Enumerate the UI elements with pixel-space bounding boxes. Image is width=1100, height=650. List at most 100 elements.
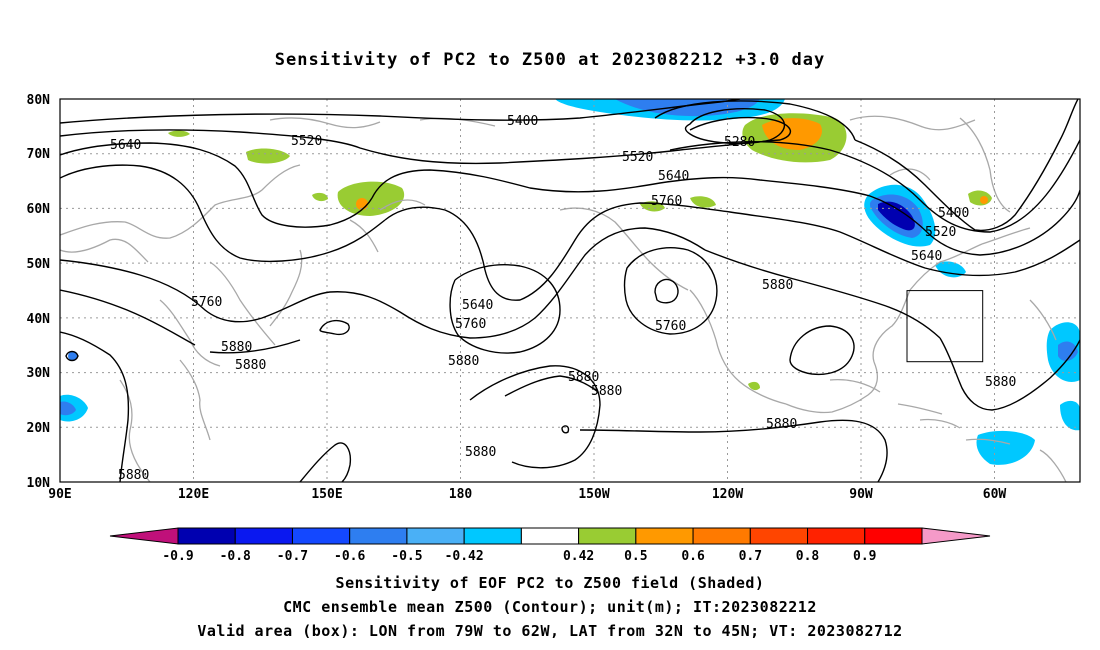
lon-label: 120E bbox=[178, 487, 209, 502]
colorbar-label: 0.7 bbox=[739, 549, 762, 564]
caption-line-3: Valid area (box): LON from 79W to 62W, L… bbox=[197, 622, 903, 640]
contour-label: 5760 bbox=[455, 317, 486, 332]
contour-5520-ring bbox=[669, 139, 1080, 233]
lat-label: 50N bbox=[27, 257, 51, 272]
colorbar-label: 0.6 bbox=[681, 549, 705, 564]
lat-label: 80N bbox=[27, 93, 51, 108]
contour-5400-low bbox=[654, 100, 856, 141]
contour-5880-gulf bbox=[579, 419, 888, 482]
contour-5280 bbox=[684, 108, 786, 145]
sensitivity-shading bbox=[60, 99, 1080, 465]
contour-5880-high bbox=[449, 264, 561, 354]
contour-5640-main bbox=[371, 169, 1080, 256]
z500-contours bbox=[60, 99, 1080, 482]
contour-5880-west bbox=[60, 227, 706, 339]
contour-label: 5640 bbox=[658, 169, 689, 184]
contour-5880-south bbox=[60, 289, 301, 354]
contour-label: 5880 bbox=[221, 340, 252, 355]
contour-5520-east bbox=[854, 99, 1079, 232]
contour-5880-sw2 bbox=[299, 442, 352, 482]
colorbar-label: -0.7 bbox=[277, 549, 308, 564]
shade-positive-alaska bbox=[640, 196, 716, 212]
contour-label: 5400 bbox=[938, 206, 969, 221]
lat-label: 20N bbox=[27, 421, 51, 436]
lon-label: 150E bbox=[311, 487, 342, 502]
contour-label: 5880 bbox=[985, 375, 1016, 390]
colorbar-label: -0.5 bbox=[391, 549, 422, 564]
colorbar-label: 0.9 bbox=[853, 549, 876, 564]
contour-label: 5880 bbox=[591, 384, 622, 399]
colorbar-swatch bbox=[864, 527, 923, 545]
shade-negative-eastatl1-core bbox=[1058, 341, 1078, 361]
contour-5880-sm1 bbox=[65, 350, 79, 362]
colorbar-label: 0.5 bbox=[624, 549, 647, 564]
contour-label: 5880 bbox=[465, 445, 496, 460]
contour-5760-north bbox=[60, 164, 386, 263]
colorbar-swatch bbox=[177, 527, 236, 545]
lat-label: 60N bbox=[27, 202, 51, 217]
colorbar-swatch bbox=[349, 527, 408, 545]
colorbar-swatch bbox=[635, 527, 694, 545]
contour-5880-south-pac bbox=[504, 375, 599, 397]
lon-label: 60W bbox=[983, 487, 1007, 502]
shade-positive-small1 bbox=[168, 130, 190, 137]
longitude-axis: 90E 120E 150E 180 150W 120W 90W 60W bbox=[48, 487, 1006, 502]
contour-label: 5520 bbox=[291, 134, 322, 149]
contour-5880-pacific-loop bbox=[319, 319, 350, 336]
graticule bbox=[60, 99, 1080, 482]
contour-label: 5520 bbox=[622, 150, 653, 165]
lat-label: 30N bbox=[27, 366, 51, 381]
contour-5880-midatl bbox=[789, 325, 855, 376]
colorbar-swatch bbox=[463, 527, 522, 545]
lon-label: 120W bbox=[712, 487, 743, 502]
contour-5400 bbox=[60, 99, 741, 124]
colorbar-swatch bbox=[406, 527, 465, 545]
colorbar: -0.9 -0.8 -0.7 -0.6 -0.5 -0.42 0.42 0.5 0.6 0.7 0.… bbox=[109, 527, 991, 564]
shade-positive-kamchatka bbox=[246, 148, 290, 164]
colorbar-swatch bbox=[291, 527, 351, 545]
contour-label: 5880 bbox=[235, 358, 266, 373]
map-title: Sensitivity of PC2 to Z500 at 2023082212… bbox=[274, 50, 826, 70]
contour-label: 5760 bbox=[191, 295, 222, 310]
lon-label: 90E bbox=[48, 487, 71, 502]
lat-label: 10N bbox=[27, 476, 51, 491]
contour-5880-sw bbox=[60, 331, 130, 482]
contour-5640-north bbox=[60, 142, 373, 228]
caption-line-1: Sensitivity of EOF PC2 to Z500 field (Sh… bbox=[335, 574, 765, 592]
contour-label: 5880 bbox=[762, 278, 793, 293]
colorbar-label: -0.42 bbox=[445, 549, 484, 564]
colorbar-swatch bbox=[807, 527, 866, 545]
contour-5640-high bbox=[654, 278, 679, 304]
shade-positive-mexico bbox=[748, 381, 760, 391]
colorbar-arrow-low bbox=[109, 527, 179, 545]
contour-label: 5640 bbox=[911, 249, 942, 264]
colorbar-label: -0.9 bbox=[162, 549, 193, 564]
shade-negative-indian1-core bbox=[60, 401, 76, 416]
contour-label: 5880 bbox=[766, 417, 797, 432]
contour-label: 5280 bbox=[724, 135, 755, 150]
lon-label: 90W bbox=[849, 487, 873, 502]
caption-line-2: CMC ensemble mean Z500 (Contour); unit(m… bbox=[283, 598, 817, 616]
colorbar-swatch bbox=[692, 527, 751, 545]
colorbar-label: 0.42 bbox=[563, 549, 594, 564]
colorbar-swatch bbox=[578, 527, 637, 545]
contour-labels: 5400 5520 5640 5520 5280 5640 5760 5400 … bbox=[110, 114, 1016, 483]
colorbar-swatch bbox=[520, 527, 580, 545]
contour-5880-sm2 bbox=[561, 425, 570, 434]
contour-label: 5880 bbox=[118, 468, 149, 483]
colorbar-label: 0.8 bbox=[796, 549, 820, 564]
shade-negative-eastatl2 bbox=[1060, 400, 1080, 431]
colorbar-arrow-high bbox=[921, 527, 991, 545]
contour-5880-atl-east bbox=[939, 337, 1080, 411]
contour-label: 5640 bbox=[110, 138, 141, 153]
map-frame bbox=[59, 98, 1081, 483]
colorbar-label: -0.6 bbox=[334, 549, 365, 564]
shade-negative-caribbean bbox=[976, 430, 1035, 465]
latitude-axis: 80N 70N 60N 50N 40N 30N 20N 10N bbox=[27, 93, 51, 491]
contour-label: 5400 bbox=[507, 114, 538, 129]
colorbar-swatch bbox=[234, 527, 293, 545]
valid-area-box bbox=[906, 290, 984, 363]
lon-label: 180 bbox=[449, 487, 473, 502]
contour-5760-mid bbox=[384, 202, 1080, 301]
